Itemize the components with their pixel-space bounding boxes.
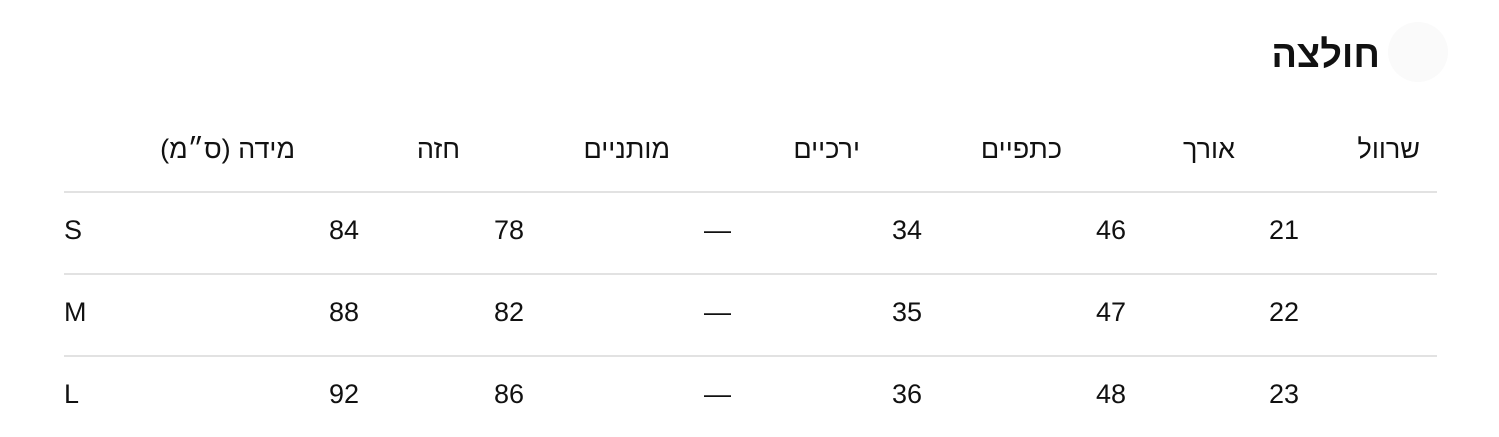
cell-size: S bbox=[64, 215, 83, 245]
cell-waist: 86 bbox=[494, 379, 525, 409]
cell-waist: 82 bbox=[494, 297, 525, 327]
page-title: חולצה bbox=[1271, 34, 1380, 76]
cell-shoulders: 35 bbox=[892, 297, 923, 327]
cell-size: L bbox=[64, 379, 80, 409]
cell-hips: — bbox=[704, 215, 731, 245]
cell-waist: 78 bbox=[494, 215, 525, 245]
header-length: אורך bbox=[1182, 134, 1235, 164]
close-button[interactable] bbox=[1388, 22, 1448, 82]
cell-sleeve: 21 bbox=[1269, 215, 1300, 245]
header-chest: חזה bbox=[416, 134, 460, 164]
header-hips: ירכיים bbox=[793, 134, 860, 164]
cell-length: 47 bbox=[1096, 297, 1127, 327]
cell-chest: 88 bbox=[329, 297, 360, 327]
cell-sleeve: 22 bbox=[1269, 297, 1300, 327]
header-waist: מותניים bbox=[583, 134, 670, 164]
cell-chest: 92 bbox=[329, 379, 360, 409]
row-divider bbox=[64, 355, 1437, 357]
header-size: מידה (ס״מ) bbox=[160, 134, 295, 164]
cell-hips: — bbox=[704, 297, 731, 327]
cell-shoulders: 36 bbox=[892, 379, 923, 409]
row-divider bbox=[64, 273, 1437, 275]
cell-size: M bbox=[64, 297, 87, 327]
cell-hips: — bbox=[704, 379, 731, 409]
cell-shoulders: 34 bbox=[892, 215, 923, 245]
row-divider bbox=[64, 191, 1437, 193]
header-sleeve: שרוול bbox=[1357, 134, 1420, 164]
cell-chest: 84 bbox=[329, 215, 360, 245]
cell-sleeve: 23 bbox=[1269, 379, 1300, 409]
cell-length: 48 bbox=[1096, 379, 1127, 409]
cell-length: 46 bbox=[1096, 215, 1127, 245]
header-shoulders: כתפיים bbox=[980, 134, 1062, 164]
